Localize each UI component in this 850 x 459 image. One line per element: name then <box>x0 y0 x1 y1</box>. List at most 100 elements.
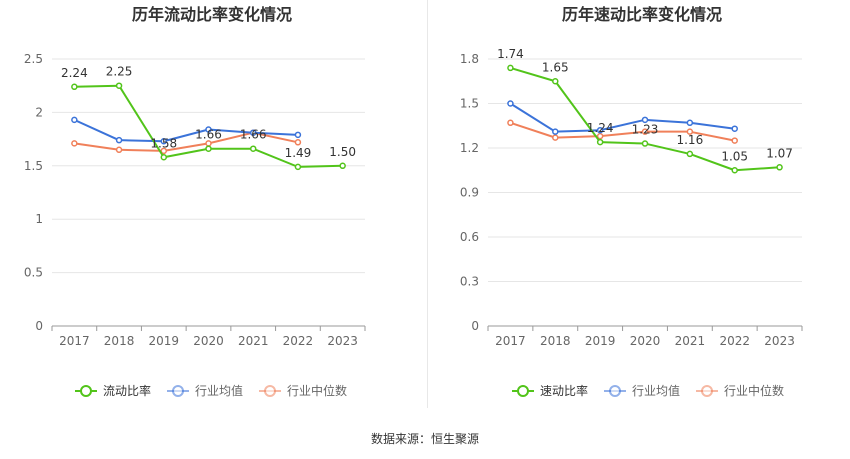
data-label: 1.05 <box>721 149 748 163</box>
data-point <box>160 137 168 145</box>
data-point <box>294 139 302 146</box>
data-point <box>731 167 738 174</box>
data-label: 1.23 <box>632 123 659 137</box>
data-point <box>205 126 212 133</box>
legend-item-1: 行业均值 <box>604 383 680 398</box>
chart-divider <box>427 0 428 408</box>
data-label: 1.50 <box>329 145 356 159</box>
data-point <box>686 150 694 158</box>
data-label: 1.24 <box>587 121 614 135</box>
y-tick-label: 1.5 <box>460 97 479 111</box>
legend-item-0: 流动比率 <box>75 383 151 398</box>
data-label: 1.07 <box>766 146 793 160</box>
data-point <box>507 119 514 127</box>
series-line-2 <box>510 121 735 142</box>
data-point <box>507 100 514 107</box>
x-tick-label: 2018 <box>104 334 135 348</box>
x-tick-label: 2019 <box>149 334 180 348</box>
legend-item-0: 速动比率 <box>512 383 588 398</box>
data-label: 2.25 <box>106 65 133 79</box>
legend-item-1: 行业均值 <box>167 383 243 398</box>
x-tick-label: 2022 <box>283 334 314 348</box>
legend-label: 行业中位数 <box>287 383 347 398</box>
chart-title: 历年流动比率变化情况 <box>132 5 292 24</box>
chart-title: 历年速动比率变化情况 <box>562 5 722 24</box>
data-point <box>71 140 78 147</box>
data-point <box>160 154 168 161</box>
x-tick-label: 2023 <box>327 334 358 348</box>
legend-item-2: 行业中位数 <box>696 383 784 398</box>
data-point <box>552 128 559 135</box>
data-point <box>731 125 738 132</box>
x-tick-label: 2021 <box>238 334 269 348</box>
legend-label: 行业均值 <box>632 383 680 398</box>
y-tick-label: 1.5 <box>24 159 43 173</box>
series-line-2 <box>74 131 299 152</box>
legend-marker <box>701 385 713 397</box>
data-point <box>249 145 257 152</box>
quick-ratio-chart: 历年速动比率变化情况 0 0.3 0.6 0.9 1.2 1.5 1.8 2017 2018 201… <box>460 5 803 398</box>
data-point <box>552 134 559 141</box>
y-tick-label: 0 <box>471 319 479 333</box>
legend-label: 流动比率 <box>103 383 151 398</box>
data-label: 1.66 <box>195 128 222 142</box>
data-label: 1.16 <box>676 133 703 147</box>
data-point <box>115 136 123 144</box>
series-line-1 <box>509 102 735 133</box>
data-point <box>249 129 257 136</box>
legend-label: 速动比率 <box>540 383 588 398</box>
data-point <box>596 138 604 146</box>
x-tick-label: 2017 <box>495 334 526 348</box>
y-tick-label: 0.9 <box>460 186 479 200</box>
legend-label: 行业中位数 <box>724 383 784 398</box>
y-tick-label: 0.5 <box>24 266 43 280</box>
data-point <box>686 119 694 127</box>
x-tick-label: 2017 <box>59 334 90 348</box>
y-tick-label: 0 <box>35 319 43 333</box>
data-point <box>596 132 604 140</box>
y-tick-label: 0.6 <box>460 230 479 244</box>
data-point <box>115 146 123 154</box>
y-tick-label: 2.5 <box>24 52 43 66</box>
data-point <box>686 128 694 135</box>
data-label: 1.74 <box>497 47 524 61</box>
data-point <box>71 83 78 91</box>
data-point <box>71 116 78 124</box>
data-point <box>552 78 559 85</box>
data-point <box>294 163 302 171</box>
x-tick-label: 2020 <box>630 334 661 348</box>
x-tick-label: 2022 <box>719 334 750 348</box>
series-line-1 <box>73 118 298 143</box>
data-point <box>115 82 123 89</box>
legend-marker <box>172 385 184 397</box>
y-tick-label: 1.8 <box>460 52 479 66</box>
data-source-caption: 数据来源：恒生聚源 <box>370 432 479 446</box>
data-point <box>641 140 649 147</box>
data-label: 1.49 <box>285 146 312 160</box>
legend-item-2: 行业中位数 <box>259 383 347 398</box>
data-point <box>339 162 346 170</box>
x-tick-label: 2020 <box>193 334 224 348</box>
data-point <box>776 164 783 171</box>
x-tick-label: 2019 <box>585 334 616 348</box>
current-ratio-chart: 历年流动比率变化情况 0 0.5 1 1.5 2 2.5 2017 2018 2019 2020 20… <box>24 5 366 398</box>
data-point <box>731 137 738 144</box>
y-tick-label: 1 <box>35 212 43 226</box>
x-tick-label: 2018 <box>540 334 571 348</box>
y-tick-label: 1.2 <box>460 141 479 155</box>
data-point <box>507 64 514 72</box>
legend-marker <box>517 385 529 397</box>
data-point <box>596 126 604 134</box>
data-point <box>205 145 212 152</box>
y-tick-label: 0.3 <box>460 275 479 289</box>
legend-label: 行业均值 <box>195 383 243 398</box>
data-point <box>641 116 649 124</box>
data-label: 1.65 <box>542 60 569 74</box>
y-tick-label: 2 <box>35 105 43 119</box>
data-point <box>294 131 302 139</box>
legend-marker <box>609 385 621 397</box>
x-tick-label: 2021 <box>675 334 706 348</box>
x-tick-label: 2023 <box>764 334 795 348</box>
data-label: 2.24 <box>61 66 88 80</box>
data-label: 1.58 <box>150 136 177 150</box>
